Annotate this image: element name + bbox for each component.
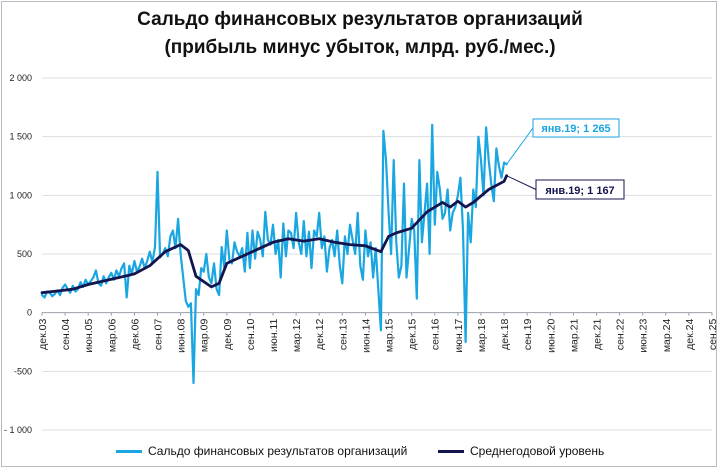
x-tick-label: сен.13 (337, 319, 349, 351)
x-tick-label: мар.09 (199, 319, 211, 353)
x-tick-label: июн.17 (453, 319, 465, 353)
legend-label-average: Среднегодовой уровень (470, 444, 605, 458)
series-line-average (40, 174, 508, 295)
x-tick-label: сен.04 (60, 319, 72, 351)
y-tick-label: 0 (27, 308, 32, 318)
x-tick-label: сен.19 (522, 319, 534, 351)
x-tick-label: сен.16 (430, 319, 442, 351)
x-tick-label: дек.24 (684, 319, 696, 350)
callout-box (532, 118, 620, 138)
chart-title-line1: Сальдо финансовых результатов организаци… (137, 9, 583, 30)
x-tick-label: дек.15 (407, 319, 419, 350)
x-tick-label: мар.24 (661, 319, 673, 353)
chart-title-line2: (прибыль минус убыток, млрд. руб./мес.) (164, 37, 556, 58)
x-tick-label: дек.21 (591, 319, 603, 350)
x-tick-label: дек.12 (314, 319, 326, 350)
legend-item-balance: Сальдо финансовых результатов организаци… (116, 444, 407, 458)
callouts: янв.19; 1 265 янв.19; 1 167 (506, 118, 625, 200)
callout-box (535, 179, 625, 200)
x-tick-label: мар.15 (384, 319, 396, 353)
x-tick-label: мар.21 (568, 319, 580, 353)
x-tick-label: июн.08 (176, 319, 188, 353)
legend-item-average: Среднегодовой уровень (438, 444, 604, 458)
x-tick-label: дек.06 (129, 319, 141, 350)
x-tick-label: сен.22 (615, 319, 627, 351)
y-tick-label: 500 (17, 249, 32, 259)
x-tick-label: дек.09 (222, 319, 234, 350)
y-tick-label: 2 000 (9, 73, 32, 83)
y-tick-label: 1 500 (9, 132, 32, 142)
callout-leader (506, 127, 534, 165)
y-tick-label: 1 000 (9, 190, 32, 200)
y-tick-label: -500 (14, 366, 32, 376)
x-tick-label: июн.14 (360, 319, 372, 353)
x-tick-label: сен.10 (245, 319, 257, 351)
callout-label: янв.19; 1 167 (545, 185, 614, 197)
series-group (40, 123, 508, 385)
x-tick-label: мар.12 (291, 319, 303, 353)
y-axis: - 1 000 -500 0 500 1 000 1 500 2 000 (4, 73, 32, 435)
x-tick-label: дек.03 (37, 319, 49, 350)
x-tick-label: июн.05 (83, 319, 95, 353)
legend-swatch-average (438, 449, 464, 453)
series-line-balance (40, 123, 508, 385)
x-tick-label: мар.06 (106, 319, 118, 353)
x-tick-label: мар.18 (476, 319, 488, 353)
callout-leader (506, 175, 537, 190)
y-tick-label: - 1 000 (4, 425, 32, 435)
x-tick-label: дек.18 (499, 319, 511, 350)
x-tick-label: июн.11 (268, 319, 280, 353)
legend-swatch-balance (116, 449, 142, 453)
chart-title: Сальдо финансовых результатов организаци… (0, 6, 720, 62)
x-axis: дек.03 сен.04 июн.05 мар.06 дек.06 сен.07 июн.… (37, 312, 719, 353)
callout-label: янв.19; 1 265 (541, 123, 610, 135)
legend-label-balance: Сальдо финансовых результатов организаци… (148, 444, 408, 458)
x-tick-label: июн.20 (545, 319, 557, 353)
x-tick-label: сен.25 (707, 319, 719, 351)
x-tick-label: сен.07 (153, 319, 165, 351)
x-tick-label: июн.23 (638, 319, 650, 353)
